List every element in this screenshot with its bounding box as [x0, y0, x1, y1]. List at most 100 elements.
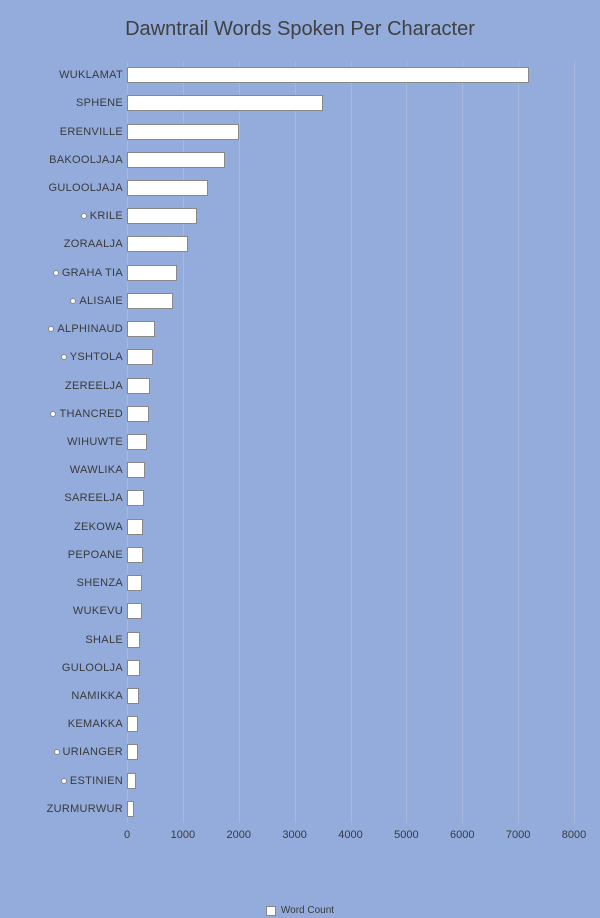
bar-row	[127, 716, 574, 732]
y-label-text: ZEKOWA	[74, 521, 123, 533]
x-axis: 010002000300040005000600070008000	[127, 825, 574, 853]
bar	[127, 95, 323, 111]
marker-dot-icon	[50, 411, 56, 417]
bar	[127, 801, 134, 817]
bar-row	[127, 378, 574, 394]
x-tick: 4000	[338, 829, 362, 841]
bar	[127, 124, 239, 140]
y-label: GULOOLJA	[62, 662, 123, 674]
bar	[127, 632, 140, 648]
bar	[127, 603, 142, 619]
bar	[127, 208, 197, 224]
bar	[127, 519, 143, 535]
bar	[127, 490, 144, 506]
y-label-text: KEMAKKA	[68, 718, 123, 730]
y-label: KEMAKKA	[68, 718, 123, 730]
y-label: URIANGER	[54, 746, 123, 758]
y-label: ALISAIE	[70, 295, 123, 307]
y-label-text: ZORAALJA	[64, 238, 123, 250]
y-label: GULOOLJAJA	[48, 182, 123, 194]
y-axis-labels: WUKLAMATSPHENEERENVILLEBAKOOLJAJAGULOOLJ…	[12, 61, 125, 823]
bar-row	[127, 773, 574, 789]
y-label: WUKEVU	[73, 605, 123, 617]
y-label: ZEKOWA	[74, 521, 123, 533]
bar	[127, 575, 142, 591]
bar-row	[127, 744, 574, 760]
y-label-text: WAWLIKA	[70, 464, 123, 476]
x-tick: 2000	[227, 829, 251, 841]
bar-row	[127, 95, 574, 111]
y-label: BAKOOLJAJA	[49, 154, 123, 166]
bar-row	[127, 575, 574, 591]
bar-row	[127, 208, 574, 224]
y-label: ALPHINAUD	[48, 323, 123, 335]
x-tick: 3000	[282, 829, 306, 841]
bar	[127, 744, 138, 760]
y-label: GRAHA TIA	[53, 267, 123, 279]
bars-region	[127, 61, 574, 823]
y-label: SPHENE	[76, 97, 123, 109]
x-tick: 0	[124, 829, 130, 841]
y-label-text: KRILE	[90, 210, 123, 222]
y-label-text: PEPOANE	[68, 549, 123, 561]
y-label-text: SHENZA	[77, 577, 123, 589]
bar	[127, 434, 147, 450]
bar	[127, 152, 225, 168]
chart-container: Dawntrail Words Spoken Per Character WUK…	[0, 0, 600, 918]
bar-row	[127, 321, 574, 337]
bar-row	[127, 434, 574, 450]
bar-row	[127, 688, 574, 704]
marker-dot-icon	[48, 326, 54, 332]
y-label: ZEREELJA	[65, 380, 123, 392]
bar	[127, 67, 529, 83]
bar	[127, 293, 173, 309]
marker-dot-icon	[61, 778, 67, 784]
y-label-text: WUKLAMAT	[59, 69, 123, 81]
bar-row	[127, 462, 574, 478]
marker-dot-icon	[53, 270, 59, 276]
y-label-text: WUKEVU	[73, 605, 123, 617]
y-label-text: SAREELJA	[64, 492, 123, 504]
bar	[127, 378, 150, 394]
y-label: SHALE	[85, 634, 123, 646]
y-label-text: ZEREELJA	[65, 380, 123, 392]
bar-row	[127, 152, 574, 168]
gridline	[574, 61, 575, 823]
y-label-text: YSHTOLA	[70, 351, 123, 363]
y-label: WAWLIKA	[70, 464, 123, 476]
bar-row	[127, 547, 574, 563]
legend: Word Count	[0, 905, 600, 916]
y-label-text: ESTINIEN	[70, 775, 123, 787]
y-label: WUKLAMAT	[59, 69, 123, 81]
y-label: PEPOANE	[68, 549, 123, 561]
y-label-text: GULOOLJAJA	[48, 182, 123, 194]
bar-row	[127, 265, 574, 281]
bar	[127, 773, 136, 789]
plot-area: WUKLAMATSPHENEERENVILLEBAKOOLJAJAGULOOLJ…	[12, 53, 588, 853]
bar-row	[127, 519, 574, 535]
bar	[127, 349, 153, 365]
bars	[127, 61, 574, 823]
legend-swatch	[266, 906, 276, 916]
x-tick: 5000	[394, 829, 418, 841]
y-label: WIHUWTE	[67, 436, 123, 448]
y-label: ZORAALJA	[64, 238, 123, 250]
marker-dot-icon	[70, 298, 76, 304]
marker-dot-icon	[61, 354, 67, 360]
bar-row	[127, 603, 574, 619]
bar	[127, 265, 177, 281]
y-label-text: GRAHA TIA	[62, 267, 123, 279]
bar	[127, 547, 143, 563]
chart-title: Dawntrail Words Spoken Per Character	[12, 18, 588, 41]
x-tick: 1000	[171, 829, 195, 841]
bar-row	[127, 124, 574, 140]
bar	[127, 688, 139, 704]
bar-row	[127, 490, 574, 506]
bar	[127, 406, 149, 422]
bar	[127, 462, 145, 478]
y-label-text: THANCRED	[59, 408, 123, 420]
y-label: NAMIKKA	[71, 690, 123, 702]
y-label: SHENZA	[77, 577, 123, 589]
bar	[127, 716, 138, 732]
bar	[127, 660, 140, 676]
